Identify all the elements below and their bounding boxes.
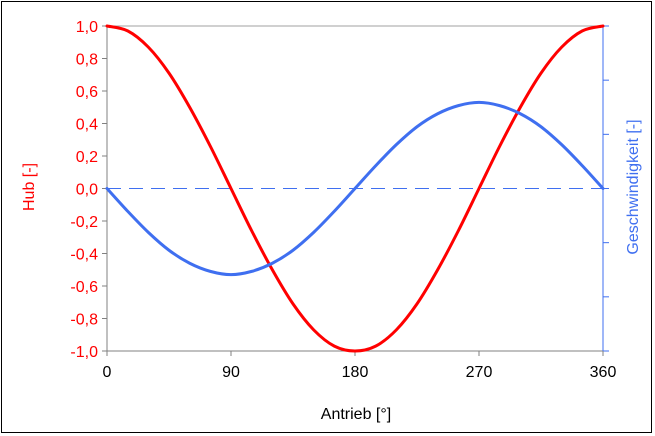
y-axis-title-left: Hub [-]: [21, 163, 38, 211]
x-tick-label: 180: [342, 364, 369, 381]
y-tick-label-left: -0,2: [70, 214, 98, 231]
y-tick-label-left: 0,0: [76, 182, 98, 199]
series-line-hub: [105, 24, 605, 353]
y-tick-label-left: 0,2: [76, 149, 98, 166]
y-tick-label-left: 0,4: [76, 117, 98, 134]
x-tick-label: 360: [590, 364, 617, 381]
y-tick-label-left: -0,6: [70, 279, 98, 296]
x-tick-label: 0: [103, 364, 112, 381]
y-tick-label-left: -0,4: [70, 247, 98, 264]
y-tick-label-left: -1,0: [70, 344, 98, 361]
y-tick-label-left: 1,0: [76, 19, 98, 36]
y-tick-label-left: 0,6: [76, 84, 98, 101]
y-axis-title-right: Geschwindigkeit [-]: [625, 119, 642, 254]
x-axis-title: Antrieb [°]: [321, 406, 391, 423]
series-line-geschwindigkeit: [105, 100, 605, 277]
y-tick-label-left: 0,8: [76, 52, 98, 69]
x-tick-label: 270: [466, 364, 493, 381]
y-tick-label-left: -0,8: [70, 312, 98, 329]
x-tick-label: 90: [222, 364, 240, 381]
